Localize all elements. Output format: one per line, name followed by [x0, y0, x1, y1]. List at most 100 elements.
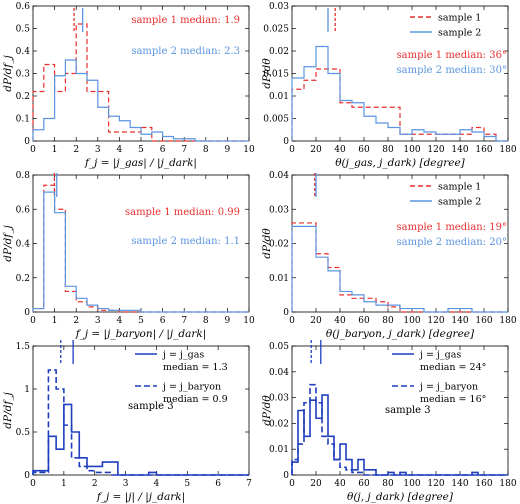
x-tick-label: 120: [427, 316, 444, 326]
y-tick-label: 0.04: [269, 171, 289, 181]
x-tick-label: 20: [310, 316, 322, 326]
y-axis-label: dP/df_j: [2, 225, 14, 262]
y-tick-label: 0: [283, 137, 289, 147]
x-tick-label: 140: [451, 316, 468, 326]
x-tick-label: 140: [451, 479, 468, 489]
legend-label: sample 2: [438, 197, 481, 208]
chart-panel-5: 0 1 2 3 4 5 6 7 0 0.5 1 1.5 f_j = |j| / |j_dark| dP/d…: [2, 340, 252, 504]
annotation-text: sample 2 median: 20°: [397, 237, 508, 248]
chart-panel-2: 0 20 40 60 80 100 120 140 160 180 0 0.005 0.01 0.015 0…: [261, 2, 517, 169]
legend-sublabel: median = 16°: [420, 394, 486, 405]
y-tick-label: 0.02: [269, 47, 289, 57]
y-tick-label: 0.6: [16, 2, 31, 12]
legend-label: sample 2: [438, 28, 481, 39]
y-tick-label: 0.005: [263, 115, 289, 125]
y-tick-label: 0: [24, 308, 30, 318]
x-tick-label: 0: [30, 316, 36, 326]
y-tick-label: 0.01: [269, 92, 289, 102]
annotation-text: sample 2 median: 2.3: [131, 46, 240, 57]
y-tick-label: 0.2: [16, 274, 30, 284]
x-tick-label: 7: [246, 479, 252, 489]
y-tick-label: 0.025: [263, 25, 289, 35]
x-tick-label: 140: [451, 145, 468, 155]
y-tick-label: 0.02: [269, 240, 289, 250]
y-tick-label: 0.8: [16, 171, 31, 181]
x-tick-label: 100: [403, 316, 420, 326]
x-tick-label: 5: [138, 316, 144, 326]
x-tick-label: 100: [403, 145, 420, 155]
chart-panel-1: 0 1 2 3 4 5 6 7 8 9 10 0 0.1 0.2 0.3 0.4 0.5 0.6 f_j = |j_…: [2, 2, 255, 170]
x-tick-label: 60: [358, 145, 370, 155]
x-tick-label: 180: [499, 479, 516, 489]
x-tick-label: 8: [203, 145, 209, 155]
x-tick-label: 20: [310, 145, 322, 155]
histogram-series-2: [291, 225, 508, 313]
x-tick-label: 10: [243, 145, 255, 155]
x-tick-label: 4: [117, 316, 123, 326]
y-tick-label: 0.05: [269, 342, 289, 352]
x-tick-label: 0: [30, 479, 36, 489]
y-tick-label: 0.5: [16, 25, 31, 35]
x-tick-label: 60: [358, 479, 370, 489]
annotation-text: sample 2 median: 1.1: [131, 236, 240, 247]
x-tick-label: 1: [61, 479, 67, 489]
x-axis-label: f_j = |j_gas| / |j_dark|: [84, 157, 197, 170]
histogram-series-1: [32, 403, 249, 476]
x-tick-label: 40: [334, 479, 346, 489]
histogram-series-2: [291, 383, 508, 476]
annotation-text: sample 1 median: 19°: [397, 222, 508, 233]
y-axis-label: dP/df_j: [2, 392, 14, 429]
x-tick-label: 3: [95, 145, 101, 155]
x-tick-label: 80: [382, 145, 394, 155]
x-tick-label: 6: [160, 316, 166, 326]
legend-label: j = j_gas: [162, 350, 204, 361]
histogram-series-2: [32, 369, 249, 476]
y-tick-label: 0.2: [16, 92, 30, 102]
x-tick-label: 7: [181, 145, 187, 155]
x-axis-label: f_j = |j_baryon| / |j_dark|: [75, 328, 207, 341]
x-tick-label: 7: [181, 316, 187, 326]
y-tick-label: 0.1: [16, 115, 30, 125]
y-tick-label: 1: [24, 385, 30, 395]
y-axis-label: dP/df_j: [2, 55, 14, 92]
x-tick-label: 0: [289, 479, 295, 489]
x-tick-label: 4: [117, 145, 123, 155]
legend-label: sample 1: [438, 182, 481, 193]
x-axis-label: θ(j, j_dark) [degree]: [347, 491, 454, 503]
legend-label: j = j_baryon: [419, 382, 478, 393]
chart-panel-4: 0 20 40 60 80 100 120 140 160 180 0 0.01 0.02 0.03 0.0…: [261, 171, 517, 340]
x-tick-label: 160: [475, 316, 492, 326]
y-tick-label: 0: [283, 308, 289, 318]
x-axis-label: f_j = |j| / |j_dark|: [96, 491, 185, 504]
x-tick-label: 2: [73, 145, 79, 155]
x-tick-label: 9: [225, 316, 231, 326]
x-tick-label: 1: [52, 316, 58, 326]
y-tick-label: 0.4: [16, 47, 31, 57]
y-tick-label: 0.5: [16, 428, 31, 438]
y-tick-label: 0.03: [269, 394, 289, 404]
x-tick-label: 4: [154, 479, 160, 489]
y-axis-label: dP/dθ: [261, 228, 273, 259]
annotation-text: sample 1 median: 0.99: [125, 207, 240, 218]
x-tick-label: 2: [73, 316, 79, 326]
annotation-text: sample 3: [128, 401, 174, 412]
x-tick-label: 10: [243, 316, 255, 326]
y-tick-label: 0.3: [16, 70, 31, 80]
x-tick-label: 180: [499, 316, 516, 326]
legend-label: j = j_baryon: [162, 382, 221, 393]
x-tick-label: 120: [427, 479, 444, 489]
x-tick-label: 0: [289, 145, 295, 155]
x-tick-label: 160: [475, 479, 492, 489]
y-tick-label: 0.03: [269, 2, 289, 12]
x-tick-label: 5: [138, 145, 144, 155]
legend-label: sample 1: [438, 13, 481, 24]
x-tick-label: 1: [52, 145, 58, 155]
x-tick-label: 60: [358, 316, 370, 326]
y-axis-label: dP/dθ: [261, 58, 273, 89]
y-tick-label: 0.03: [269, 205, 289, 215]
x-tick-label: 40: [334, 316, 346, 326]
annotation-text: sample 1 median: 1.9: [131, 15, 240, 26]
x-tick-label: 20: [310, 479, 322, 489]
x-tick-label: 3: [95, 316, 101, 326]
